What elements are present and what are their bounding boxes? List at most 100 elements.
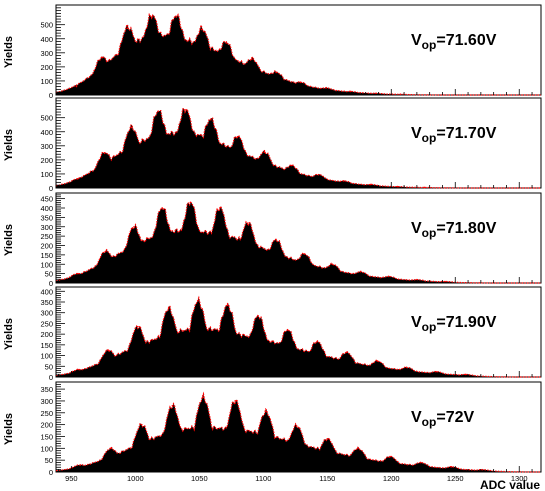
- peak-mark-2: [110, 447, 112, 450]
- peak-mark-11: [376, 360, 379, 362]
- peak-mark-12: [387, 275, 390, 278]
- peak-mark-9: [316, 340, 318, 343]
- y-tick-label: 350: [40, 213, 53, 222]
- y-tick-label: 250: [40, 409, 53, 418]
- peak-mark-11: [389, 455, 391, 458]
- peak-mark-9: [326, 438, 329, 440]
- peak-mark-3: [133, 225, 135, 228]
- x-tick-label: 1250: [447, 474, 464, 483]
- peak-mark-2: [107, 349, 110, 352]
- peak-mark-8: [286, 329, 289, 331]
- voltage-annotation: Vop=72V: [411, 409, 474, 429]
- peak-mark-7: [247, 222, 249, 224]
- panel-2: 0 100 200 300 400 500 Yields Vop=71.70V: [3, 97, 542, 193]
- panel-5: 0 50 100 150 200 250 300 350 Yields Vop=72V: [3, 381, 542, 477]
- annotation-suffix: =72V: [436, 409, 474, 426]
- x-tick-label: 1150: [319, 474, 335, 483]
- peak-mark-14: [399, 93, 402, 96]
- y-tick-label: 150: [40, 432, 53, 441]
- annotation-subscript: op: [422, 131, 437, 145]
- annotation-suffix: =71.90V: [436, 314, 496, 331]
- peak-mark-13: [375, 92, 377, 95]
- fit-curve: [55, 107, 541, 189]
- peak-mark-1: [78, 368, 80, 371]
- y-tick-label: 300: [40, 397, 53, 406]
- peak-mark-14: [423, 186, 426, 189]
- y-tick-label: 0: [49, 279, 53, 288]
- y-tick-label: 500: [40, 21, 53, 30]
- peak-mark-4: [161, 207, 164, 209]
- y-tick-label: 400: [40, 35, 53, 44]
- annotation-subscript: op: [422, 38, 437, 52]
- y-tick-label: 0: [49, 91, 53, 100]
- y-tick-label: 250: [40, 319, 53, 328]
- x-tick-label: 1200: [383, 474, 400, 483]
- y-tick-label: 150: [40, 341, 53, 350]
- spectrum-fill: [56, 297, 541, 377]
- peak-mark-7: [265, 410, 267, 413]
- annotation-subscript: op: [422, 320, 437, 334]
- y-tick-label: 200: [40, 330, 53, 339]
- x-tick-label: 1000: [127, 474, 144, 483]
- peak-mark-1: [75, 85, 78, 88]
- fit-curve: [55, 12, 541, 96]
- peak-mark-6: [210, 119, 212, 121]
- fit-curve: [55, 295, 541, 378]
- peak-mark-1: [79, 464, 82, 466]
- peak-mark-3: [126, 27, 129, 30]
- peak-mark-10: [299, 81, 302, 84]
- peak-mark-7: [257, 315, 259, 317]
- annotation-suffix: =71.80V: [436, 220, 496, 237]
- peak-mark-12: [370, 183, 372, 186]
- annotation-prefix: V: [411, 409, 422, 426]
- y-axis-label: Yields: [3, 224, 15, 256]
- peak-mark-2: [105, 250, 107, 252]
- y-tick-label: 0: [49, 373, 53, 382]
- x-tick-label: 1050: [191, 474, 208, 483]
- voltage-annotation: Vop=71.90V: [411, 314, 497, 334]
- peak-mark-4: [151, 16, 153, 18]
- y-tick-label: 50: [45, 456, 53, 465]
- peak-mark-2: [101, 56, 103, 59]
- y-tick-label: 50: [45, 362, 53, 371]
- y-axis-label: Yields: [3, 318, 15, 350]
- peak-mark-5: [175, 16, 178, 18]
- peak-mark-9: [303, 253, 306, 255]
- y-tick-label: 350: [40, 385, 53, 394]
- y-axis-label: Yields: [3, 413, 15, 445]
- y-tick-label: 450: [40, 195, 53, 204]
- y-tick-label: 400: [40, 287, 53, 296]
- peak-mark-5: [184, 109, 187, 111]
- peak-mark-3: [137, 325, 139, 328]
- annotation-prefix: V: [411, 125, 422, 142]
- annotation-prefix: V: [411, 220, 422, 237]
- peak-mark-7: [236, 135, 239, 138]
- peak-mark-11: [343, 180, 345, 182]
- annotation-suffix: =71.60V: [436, 32, 496, 49]
- y-tick-label: 500: [40, 114, 53, 123]
- peak-mark-11: [359, 270, 362, 273]
- y-tick-label: 400: [40, 204, 53, 213]
- peak-mark-13: [435, 370, 437, 373]
- peak-mark-8: [295, 425, 298, 427]
- peak-mark-12: [419, 461, 422, 464]
- peak-mark-6: [226, 304, 229, 307]
- annotation-subscript: op: [422, 226, 437, 240]
- y-tick-label: 200: [40, 156, 53, 165]
- panel-1: 0 100 200 300 400 500 Yields Vop=71.60V: [3, 4, 542, 100]
- peak-mark-13: [396, 185, 399, 188]
- y-tick-label: 350: [40, 298, 53, 307]
- peak-mark-10: [345, 351, 348, 354]
- y-tick-label: 100: [40, 444, 53, 453]
- y-tick-label: 300: [40, 49, 53, 58]
- peak-mark-3: [140, 423, 143, 426]
- peak-mark-13: [450, 465, 453, 468]
- peak-mark-2: [103, 152, 106, 154]
- peak-mark-10: [331, 263, 334, 266]
- y-tick-label: 100: [40, 352, 53, 361]
- peak-mark-4: [171, 404, 174, 407]
- fit-curve: [55, 391, 541, 473]
